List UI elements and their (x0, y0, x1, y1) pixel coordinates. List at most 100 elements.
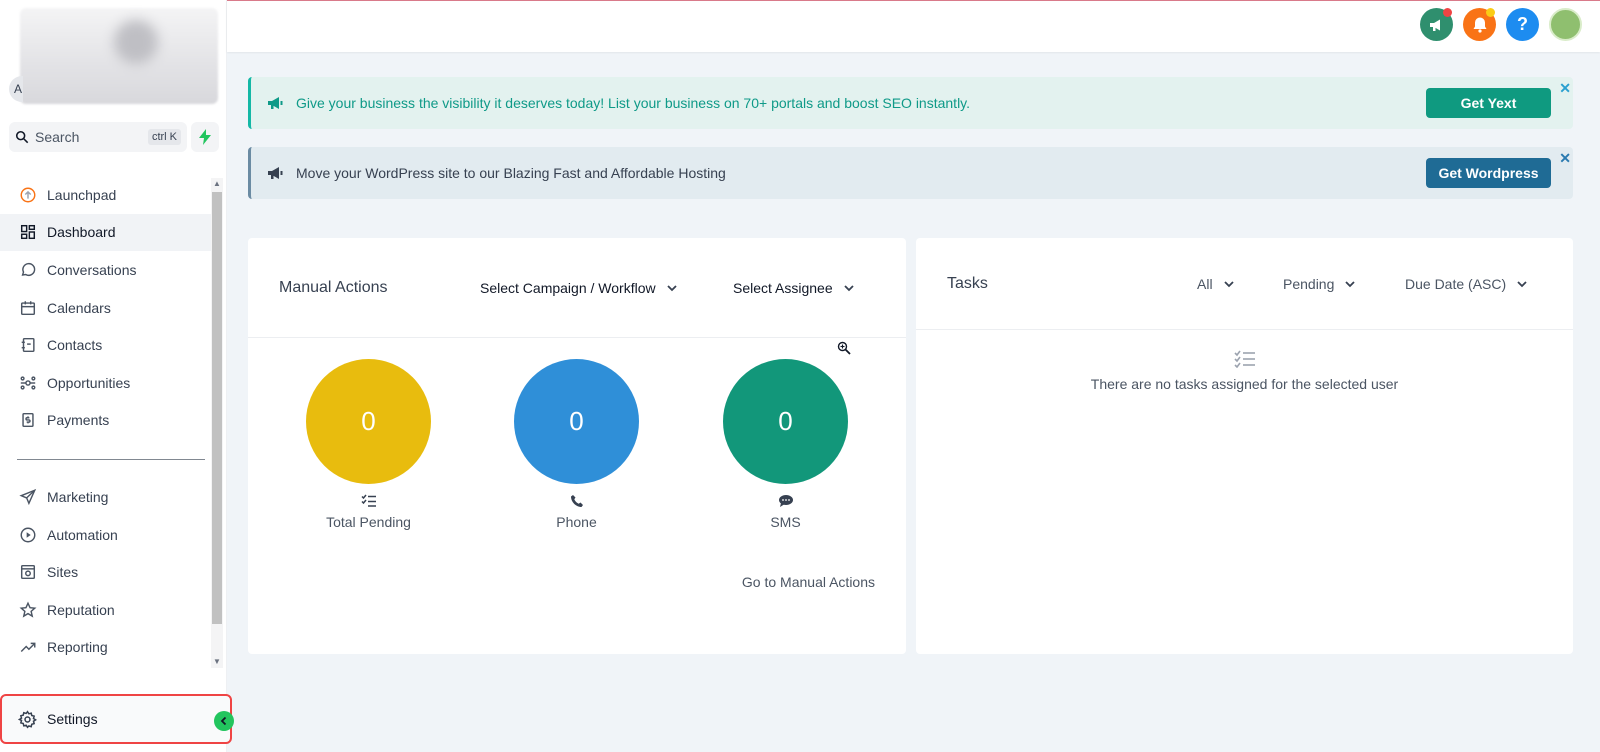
bell-icon (1473, 17, 1486, 33)
tasks-title: Tasks (947, 274, 988, 292)
sidebar-item-label: Sites (47, 564, 79, 581)
megaphone-icon (268, 167, 283, 179)
sms-bubble-icon (778, 495, 793, 507)
notification-dot (1443, 8, 1452, 17)
search-label: Search (35, 129, 80, 145)
contacts-book-icon (18, 335, 38, 355)
sidebar-item-opportunities[interactable]: Opportunities (0, 364, 211, 402)
scroll-down-arrow-icon[interactable]: ▼ (213, 657, 221, 666)
chevron-down-icon (1345, 280, 1356, 287)
gear-icon (18, 709, 37, 728)
chat-bubble-icon (18, 260, 38, 280)
sidebar-item-dashboard[interactable]: Dashboard (0, 213, 211, 252)
sites-icon (18, 562, 38, 582)
manual-actions-card: Manual Actions Select Campaign / Workflo… (248, 238, 906, 654)
close-icon[interactable]: ✕ (1559, 80, 1571, 96)
dropdown-label: Pending (1283, 275, 1335, 292)
help-button[interactable]: ? (1506, 8, 1539, 41)
sidebar-item-reporting[interactable]: Reporting (0, 629, 211, 667)
company-logo[interactable] (20, 8, 218, 104)
tasks-assignee-filter[interactable]: All (1197, 276, 1235, 292)
close-icon[interactable]: ✕ (1559, 150, 1571, 166)
sidebar: A Search ctrl K Launchpad Dashboard Conv… (0, 0, 234, 752)
top-header: ? (227, 0, 1600, 52)
dropdown-label: All (1197, 275, 1213, 292)
dropdown-label: Select Campaign / Workflow (480, 279, 656, 296)
checklist-icon (1233, 350, 1255, 368)
avatar[interactable] (1549, 8, 1582, 41)
get-wordpress-button[interactable]: Get Wordpress (1426, 158, 1551, 188)
scroll-thumb[interactable] (212, 192, 222, 624)
launchpad-icon (18, 185, 38, 205)
phone-icon (570, 495, 583, 507)
campaign-workflow-select[interactable]: Select Campaign / Workflow (480, 280, 678, 296)
search-input[interactable]: Search ctrl K (9, 122, 187, 152)
stat-value: 0 (569, 406, 584, 436)
chevron-down-icon (1223, 280, 1234, 287)
empty-message: There are no tasks assigned for the sele… (1090, 376, 1399, 392)
opportunities-icon (18, 373, 38, 393)
stat-value: 0 (361, 406, 376, 436)
zoom-in-cursor-icon (837, 341, 851, 355)
calendar-icon (18, 298, 38, 318)
payments-icon (18, 410, 38, 430)
tasks-card: Tasks All Pending Due Date (ASC) There a… (916, 238, 1573, 654)
stat-circle: 0 (306, 359, 431, 484)
chevron-left-icon (220, 716, 227, 726)
total-pending-stat[interactable]: 0 Total Pending (306, 359, 431, 530)
sidebar-item-launchpad[interactable]: Launchpad (0, 176, 211, 214)
assignee-select[interactable]: Select Assignee (733, 280, 855, 296)
stat-value: 0 (778, 406, 793, 436)
automation-icon (18, 525, 38, 545)
sidebar-item-reputation[interactable]: Reputation (0, 591, 211, 629)
scroll-up-arrow-icon[interactable]: ▲ (213, 179, 221, 188)
dropdown-label: Select Assignee (733, 279, 833, 296)
sidebar-item-label: Reporting (47, 639, 108, 656)
search-shortcut: ctrl K (147, 129, 181, 145)
manual-actions-title: Manual Actions (279, 278, 388, 296)
get-yext-button[interactable]: Get Yext (1426, 88, 1551, 118)
announcement-button[interactable] (1420, 8, 1453, 41)
account-switcher[interactable]: A (9, 76, 23, 102)
sidebar-item-label: Launchpad (47, 186, 117, 203)
banner-message: Move your WordPress site to our Blazing … (296, 165, 726, 181)
sidebar-item-label: Calendars (47, 299, 111, 316)
paper-plane-icon (18, 487, 38, 507)
collapse-sidebar-button[interactable] (214, 711, 234, 731)
sidebar-item-label: Dashboard (47, 224, 116, 241)
sidebar-item-marketing[interactable]: Marketing (0, 478, 211, 516)
chevron-down-icon (843, 284, 854, 291)
sidebar-item-contacts[interactable]: Contacts (0, 326, 211, 364)
sidebar-item-payments[interactable]: Payments (0, 402, 211, 440)
announcement-icon (1429, 19, 1440, 31)
stat-label: SMS (770, 514, 801, 530)
sidebar-item-conversations[interactable]: Conversations (0, 251, 211, 289)
stat-circle: 0 (514, 359, 639, 484)
stat-circle: 0 (723, 359, 848, 484)
megaphone-icon (268, 97, 283, 109)
sms-stat[interactable]: 0 SMS (723, 359, 848, 530)
sidebar-item-automation[interactable]: Automation (0, 516, 211, 554)
dropdown-label: Due Date (ASC) (1405, 275, 1507, 292)
quick-actions-button[interactable] (191, 122, 219, 152)
checklist-icon (360, 494, 376, 507)
sidebar-item-calendars[interactable]: Calendars (0, 289, 211, 327)
sidebar-item-label: Settings (47, 711, 98, 727)
go-to-manual-actions-link[interactable]: Go to Manual Actions (741, 574, 875, 590)
wordpress-promo-banner: Move your WordPress site to our Blazing … (248, 147, 1573, 199)
tasks-status-filter[interactable]: Pending (1283, 276, 1356, 292)
phone-stat[interactable]: 0 Phone (514, 359, 639, 530)
sidebar-item-settings[interactable]: Settings (0, 694, 232, 744)
nav-divider (17, 459, 205, 461)
sidebar-item-label: Conversations (47, 261, 137, 278)
tasks-empty-state: There are no tasks assigned for the sele… (916, 350, 1573, 392)
lightning-icon (199, 129, 211, 145)
tasks-sort-filter[interactable]: Due Date (ASC) (1405, 276, 1528, 292)
notifications-button[interactable] (1463, 8, 1496, 41)
sidebar-item-sites[interactable]: Sites (0, 553, 211, 591)
trend-icon (18, 637, 38, 657)
sidebar-scrollbar[interactable]: ▲ ▼ (211, 178, 223, 668)
search-icon (15, 130, 29, 144)
stat-label: Phone (556, 514, 597, 530)
sidebar-item-label: Payments (47, 412, 110, 429)
